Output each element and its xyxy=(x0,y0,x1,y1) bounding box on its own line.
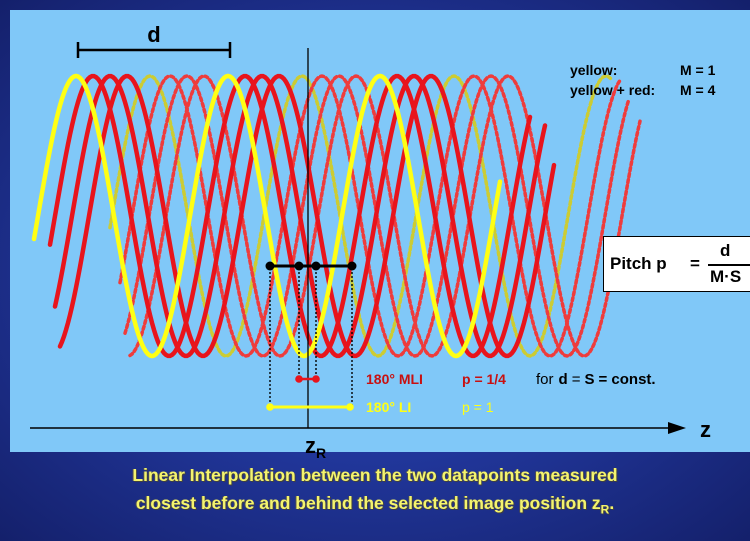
distance-label: d xyxy=(147,22,160,47)
zr-label: zR xyxy=(305,433,326,461)
pitch-numerator: d xyxy=(720,241,731,260)
z-axis-arrow xyxy=(668,422,686,434)
projection-lines xyxy=(269,268,353,406)
datapoint-4 xyxy=(347,261,357,271)
pitch-denominator: M·S xyxy=(710,267,742,286)
mli-name: 180° MLI xyxy=(366,371,423,387)
wave-red-1 xyxy=(47,73,533,359)
wave-red-3 xyxy=(57,73,557,359)
mli-p-value: p = 1/4 xyxy=(462,371,506,387)
li-p-value: p = 1 xyxy=(462,399,494,415)
pitch-equals: = xyxy=(690,254,700,273)
z-axis-label: z xyxy=(700,417,711,442)
legend-yellow-red-label: yellow + red: xyxy=(570,82,655,98)
li-interval-left xyxy=(266,403,274,411)
wave-red-2 xyxy=(52,73,548,359)
legend-yellow-value: M = 1 xyxy=(680,62,716,78)
wave-dotted-red-1 xyxy=(118,74,622,358)
li-name: 180° LI xyxy=(366,399,411,415)
caption-line-2: closest before and behind the selected i… xyxy=(135,493,615,517)
pitch-label: Pitch p xyxy=(610,254,667,273)
wave-yellow xyxy=(31,73,503,359)
datapoint-3 xyxy=(311,261,321,271)
mli-interval-right xyxy=(312,375,320,383)
mli-interval-left xyxy=(295,375,303,383)
caption-line-1: Linear Interpolation between the two dat… xyxy=(132,465,618,485)
datapoint-2 xyxy=(294,261,304,271)
legend-yellow-label: yellow: xyxy=(570,62,617,78)
wave-group xyxy=(31,73,642,359)
li-interval-right xyxy=(346,403,354,411)
fraction-bar xyxy=(708,264,750,266)
wave-dotted-olive xyxy=(108,74,614,358)
legend-yellow-red-value: M = 4 xyxy=(680,82,716,98)
mli-note: for d = S = const. xyxy=(536,371,656,388)
datapoint-1 xyxy=(265,261,275,271)
pitch-formula-box: Pitch p = d M·S xyxy=(603,236,750,292)
